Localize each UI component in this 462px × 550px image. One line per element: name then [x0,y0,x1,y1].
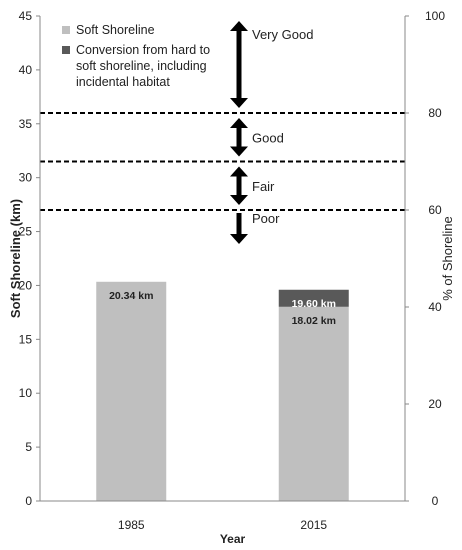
bar-1985-series-1 [96,281,167,501]
arrow-updown-icon [230,166,248,205]
zone-label: Good [252,130,284,145]
x-tick-label: 1985 [118,518,145,532]
y2-tick-label: 60 [428,203,442,217]
y-tick-label: 40 [19,63,33,77]
legend-label: Conversion from hard to [76,43,210,57]
legend-item: Conversion from hard to soft shoreline, i… [62,43,210,89]
data-label: 20.34 km [109,290,153,302]
y-tick-label: 35 [19,117,33,131]
data-label: 19.60 km [292,298,336,310]
zone-arrow: Poor [230,211,280,244]
zone-label: Poor [252,211,280,226]
y-axis-title: Soft Shoreline (km) [8,199,23,318]
bar-2015-series-2 [278,289,349,307]
condition-zones: Very Good Good Fair Poor [230,21,313,244]
y2-tick-label: 20 [428,397,442,411]
legend-item: Soft Shoreline [62,23,155,37]
y2-tick-label: 0 [432,494,439,508]
data-labels: 20.34 km 19.60 km 18.02 km [109,290,336,327]
zone-arrow: Very Good [230,21,313,108]
axes: 1985 2015 0 5 10 15 20 25 30 35 40 45 0 20 40 60 80 100 So… [8,9,455,546]
arrow-down-icon [230,213,248,244]
legend-label: Soft Shoreline [76,23,155,37]
legend-label: soft shoreline, including [76,59,207,73]
arrow-updown-icon [230,21,248,108]
x-tick-label: 2015 [300,518,327,532]
legend-swatch [62,46,70,54]
legend: Soft Shoreline Conversion from hard to sof… [62,23,210,89]
y-tick-label: 25 [19,225,33,239]
y-tick-label: 30 [19,171,33,185]
zone-arrow: Fair [230,166,275,205]
threshold-lines [40,112,405,211]
y2-axis-title: % of Shoreline [440,216,455,301]
y2-tick-label: 40 [428,300,442,314]
data-label: 18.02 km [292,315,336,327]
zone-label: Fair [252,179,275,194]
y-tick-label: 45 [19,9,33,23]
zone-label: Very Good [252,27,313,42]
x-axis-title: Year [220,532,246,546]
legend-label: incidental habitat [76,75,170,89]
y-tick-label: 20 [19,278,33,292]
y2-tick-label: 100 [425,9,445,23]
y2-tick-label: 80 [428,106,442,120]
y-tick-label: 15 [19,332,33,346]
y-tick-label: 5 [25,440,32,454]
zone-arrow: Good [230,118,284,157]
legend-swatch [62,26,70,34]
arrow-updown-icon [230,118,248,157]
bars [96,281,349,501]
y-tick-label: 10 [19,386,33,400]
y-tick-label: 0 [25,494,32,508]
bar-2015-series-1 [278,306,349,501]
